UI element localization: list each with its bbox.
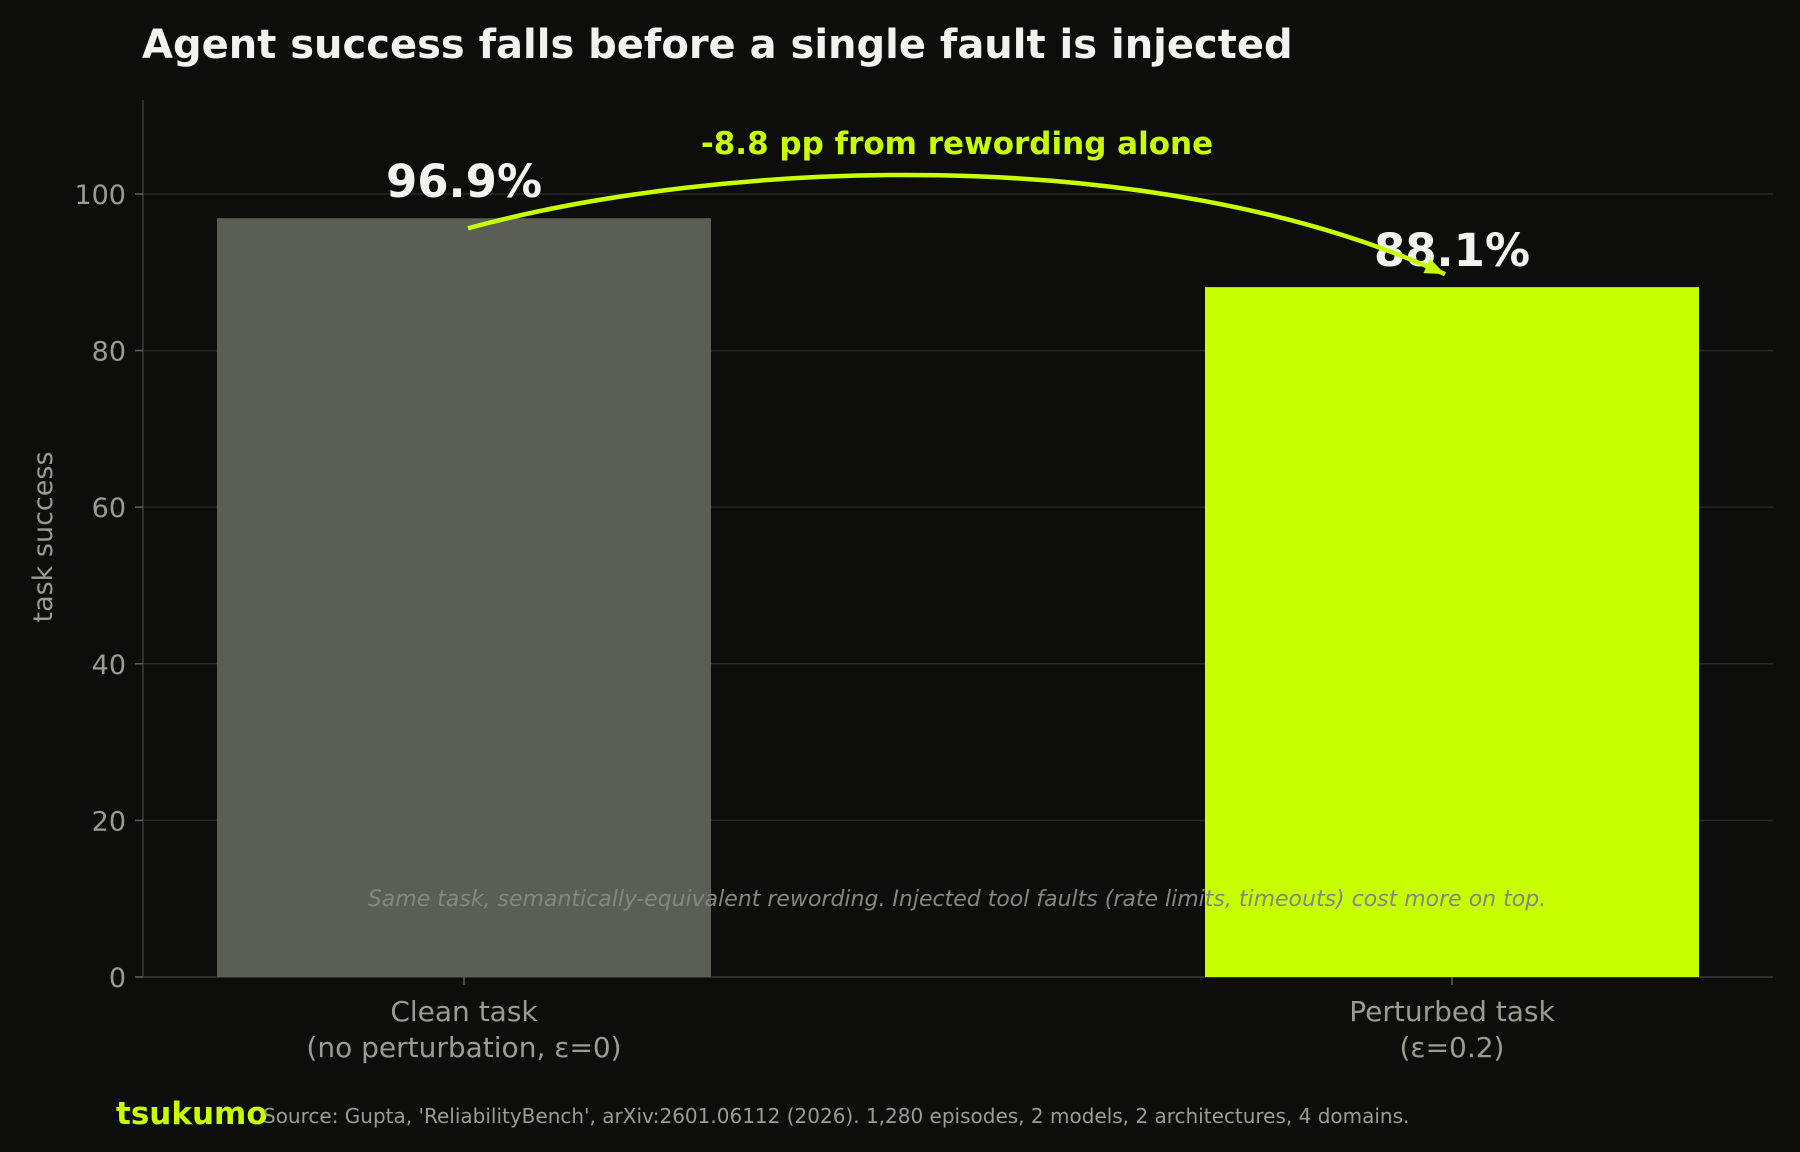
category-label: Perturbed task [1349,995,1555,1028]
y-tick-label: 80 [92,337,126,368]
category-labels: Clean task(no perturbation, ε=0) Perturbe… [306,977,1556,1064]
chart-note: Same task, semantically-equivalent rewor… [368,887,1546,912]
source-citation: Source: Gupta, 'ReliabilityBench', arXiv… [263,1104,1409,1128]
annotation-text: -8.8 pp from rewording alone [701,126,1213,162]
annotation-arrow [467,172,1446,277]
bar-value-label: 88.1% [1374,224,1530,277]
y-tick-label: 60 [92,493,126,524]
bar-clean-task [217,218,711,977]
y-tick-label: 40 [92,650,126,681]
y-axis-label: task success [28,451,59,622]
y-tick-label: 0 [109,963,126,994]
y-tick-label: 100 [74,180,126,211]
bar-perturbed-task [1205,287,1699,978]
y-axis-ticks: 0 20 40 60 80 100 [74,180,143,994]
bar-value-label: 96.9% [386,155,542,208]
category-label: (ε=0.2) [1400,1031,1505,1064]
category-label: (no perturbation, ε=0) [306,1031,621,1064]
annotation-group: -8.8 pp from rewording alone [467,126,1446,277]
bars [217,218,1699,978]
category-label: Clean task [390,995,538,1028]
annotation-arrowhead [1423,258,1445,275]
value-labels: 96.9% 88.1% [386,155,1530,277]
chart-title: Agent success falls before a single faul… [142,22,1293,68]
y-tick-label: 20 [92,806,126,837]
brand-logo-text: tsukumo [116,1096,268,1132]
